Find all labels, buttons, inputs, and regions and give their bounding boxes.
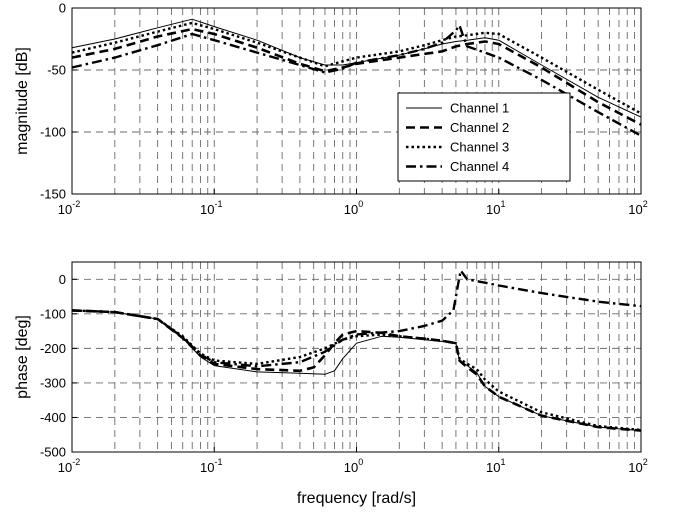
x-tick-label: 102	[628, 457, 647, 475]
series-line-channel-3	[71, 21, 642, 115]
magnitude-plot: 10-2 10-1 100 101 102 0 -50 -100 -150 magnitude…	[14, 1, 648, 218]
series-line-channel-4	[71, 24, 642, 137]
y-tick-label: -50	[47, 63, 66, 78]
phase-y-axis-label: phase [deg]	[14, 315, 31, 399]
legend-label-channel-3: Channel 3	[450, 140, 509, 155]
x-tick-label: 101	[486, 199, 505, 217]
phase-series	[71, 269, 642, 432]
legend: Channel 1 Channel 2 Channel 3 Channel 4	[397, 92, 571, 182]
legend-label-channel-4: Channel 4	[450, 159, 509, 174]
y-tick-label: -200	[40, 341, 66, 356]
magnitude-y-axis-label: magnitude [dB]	[14, 47, 31, 155]
phase-x-ticks: 10-2 10-1 100 101 102	[58, 447, 648, 475]
legend-label-channel-2: Channel 2	[450, 120, 509, 135]
series-line-channel-1	[71, 309, 642, 432]
phase-x-axis-label: frequency [rad/s]	[297, 490, 416, 507]
magnitude-series	[71, 18, 642, 137]
series-line-channel-2	[71, 27, 642, 126]
y-tick-label: -100	[40, 125, 66, 140]
y-tick-label: 0	[59, 272, 66, 287]
series-line-channel-1	[71, 18, 642, 118]
phase-plot: 10-2 10-1 100 101 102 0-100-200-300-400-500 …	[14, 261, 648, 507]
x-tick-label: 10-1	[200, 199, 222, 217]
x-tick-label: 101	[486, 457, 505, 475]
series-line-channel-4	[71, 269, 642, 368]
magnitude-x-ticks: 10-2 10-1 100 101 102	[58, 189, 648, 217]
y-tick-label: -150	[40, 187, 66, 202]
y-tick-label: -100	[40, 306, 66, 321]
x-tick-label: 10-1	[200, 457, 222, 475]
phase-grid	[72, 262, 641, 452]
x-tick-label: 100	[344, 199, 363, 217]
x-tick-label: 10-2	[58, 457, 80, 475]
x-tick-label: 10-2	[58, 199, 80, 217]
y-tick-label: -300	[40, 375, 66, 390]
series-line-channel-3	[71, 309, 642, 432]
legend-label-channel-1: Channel 1	[450, 101, 509, 116]
magnitude-y-ticks: 0 -50 -100 -150	[40, 1, 77, 202]
x-tick-label: 102	[628, 199, 647, 217]
x-tick-label: 100	[344, 457, 363, 475]
phase-y-ticks: 0 -100 -200 -300 -400 -500	[40, 272, 77, 460]
y-tick-label: 0	[59, 1, 66, 16]
y-tick-label: -400	[40, 410, 66, 425]
y-tick-label: -500	[40, 445, 66, 460]
